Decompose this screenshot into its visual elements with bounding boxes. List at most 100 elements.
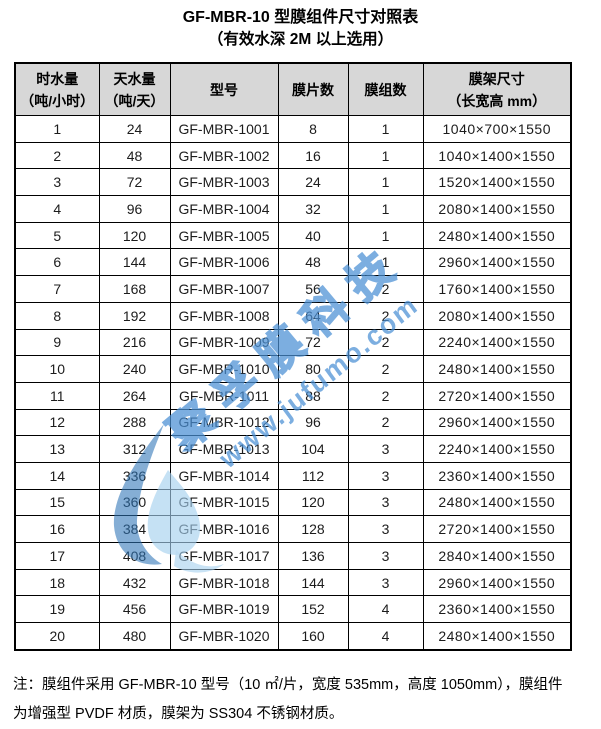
- table-cell: GF-MBR-1020: [169, 622, 279, 651]
- column-header-line: 膜架尺寸: [468, 70, 525, 87]
- table-cell: 2480×1400×1550: [422, 355, 572, 383]
- column-header: 时水量 （吨/小时）: [14, 62, 100, 116]
- table-row: 1 24 GF-MBR-1001 8 1 1040×700×1550: [14, 115, 572, 143]
- table-cell: 2840×1400×1550: [422, 542, 572, 570]
- table-cell: 2080×1400×1550: [422, 301, 572, 330]
- table-cell: 2240×1400×1550: [422, 328, 572, 357]
- table-cell: 144: [277, 568, 349, 597]
- table-cell: 16: [277, 141, 349, 170]
- table-cell: 17: [14, 542, 100, 570]
- table-cell: 152: [277, 595, 349, 624]
- table-cell: 2480×1400×1550: [422, 488, 572, 517]
- table-cell: 2: [347, 301, 424, 330]
- table-cell: 24: [98, 115, 171, 143]
- table-cell: 32: [277, 195, 349, 223]
- table-cell: 1520×1400×1550: [422, 168, 572, 197]
- table-cell: 128: [277, 515, 349, 543]
- table-cell: 136: [277, 542, 349, 570]
- column-header: 型号: [169, 62, 279, 116]
- footnote-line: 注：膜组件采用 GF-MBR-10 型号（10 ㎡/片，宽度 535mm，高度 …: [13, 677, 563, 693]
- page-subtitle: （有效水深 2M 以上选用）: [207, 31, 394, 48]
- footnote: 注：膜组件采用 GF-MBR-10 型号（10 ㎡/片，宽度 535mm，高度 …: [13, 671, 595, 729]
- table-cell: 336: [98, 461, 171, 490]
- table-row: 6 144 GF-MBR-1006 48 1 2960×1400×1550: [14, 248, 572, 277]
- table-cell: 19: [14, 595, 100, 624]
- table-cell: 240: [98, 355, 171, 383]
- table-cell: 80: [277, 355, 349, 383]
- table-cell: 1: [347, 168, 424, 197]
- column-header: 天水量 （吨/天）: [98, 62, 171, 116]
- table-cell: 2: [347, 381, 424, 410]
- table-cell: 384: [98, 515, 171, 543]
- table-cell: 14: [14, 461, 100, 490]
- table-cell: 1: [347, 221, 424, 250]
- table-cell: GF-MBR-1001: [169, 115, 279, 143]
- table-cell: GF-MBR-1010: [169, 355, 279, 383]
- table-cell: 1: [14, 115, 100, 143]
- table-cell: 4: [347, 595, 424, 624]
- table-row: 4 96 GF-MBR-1004 32 1 2080×1400×1550: [14, 195, 572, 223]
- table-cell: 144: [98, 248, 171, 277]
- table-cell: 2960×1400×1550: [422, 248, 572, 277]
- table-cell: 1: [347, 115, 424, 143]
- table-cell: 288: [98, 408, 171, 437]
- table-cell: 9: [14, 328, 100, 357]
- table-cell: 216: [98, 328, 171, 357]
- table-cell: 6: [14, 248, 100, 277]
- table-cell: 56: [277, 275, 349, 303]
- table-body: 1 24 GF-MBR-1001 8 1 1040×700×1550 2 48 GF-MBR-1…: [14, 115, 572, 651]
- table-cell: 2720×1400×1550: [422, 381, 572, 410]
- table-cell: 15: [14, 488, 100, 517]
- table-cell: 480: [98, 622, 171, 651]
- table-cell: 2480×1400×1550: [422, 221, 572, 250]
- table-cell: 2080×1400×1550: [422, 195, 572, 223]
- table-cell: 12: [14, 408, 100, 437]
- table-cell: 104: [277, 435, 349, 463]
- table-row: 5 120 GF-MBR-1005 40 1 2480×1400×1550: [14, 221, 572, 250]
- table-cell: 1: [347, 141, 424, 170]
- footnote-line: 为增强型 PVDF 材质，膜架为 SS304 不锈钢材质。: [13, 706, 344, 722]
- table-cell: 88: [277, 381, 349, 410]
- table-cell: 3: [347, 488, 424, 517]
- table-cell: 264: [98, 381, 171, 410]
- table-cell: 2: [347, 275, 424, 303]
- table-row: 19 456 GF-MBR-1019 152 4 2360×1400×1550: [14, 595, 572, 624]
- table-cell: 13: [14, 435, 100, 463]
- table-cell: 7: [14, 275, 100, 303]
- table-cell: 11: [14, 381, 100, 410]
- table-cell: 1760×1400×1550: [422, 275, 572, 303]
- table-cell: GF-MBR-1005: [169, 221, 279, 250]
- table-cell: 96: [98, 195, 171, 223]
- table-cell: 2: [347, 328, 424, 357]
- table-header-row: 时水量 （吨/小时） 天水量 （吨/天） 型号 膜片数 膜组数 膜架尺寸 （长宽高 mm）: [14, 62, 572, 116]
- column-header-line: （长宽高 mm）: [447, 92, 547, 109]
- table-cell: 168: [98, 275, 171, 303]
- table-cell: 1: [347, 195, 424, 223]
- table-cell: GF-MBR-1009: [169, 328, 279, 357]
- table-cell: 96: [277, 408, 349, 437]
- table-row: 10 240 GF-MBR-1010 80 2 2480×1400×1550: [14, 355, 572, 383]
- table-cell: GF-MBR-1012: [169, 408, 279, 437]
- table-cell: 2240×1400×1550: [422, 435, 572, 463]
- table-cell: 2360×1400×1550: [422, 595, 572, 624]
- table-cell: 72: [98, 168, 171, 197]
- table-cell: 456: [98, 595, 171, 624]
- table-row: 11 264 GF-MBR-1011 88 2 2720×1400×1550: [14, 381, 572, 410]
- table-cell: 360: [98, 488, 171, 517]
- table-cell: 40: [277, 221, 349, 250]
- table-cell: 2: [347, 355, 424, 383]
- table-cell: 112: [277, 461, 349, 490]
- table-row: 20 480 GF-MBR-1020 160 4 2480×1400×1550: [14, 622, 572, 651]
- table-cell: GF-MBR-1015: [169, 488, 279, 517]
- table-cell: 8: [277, 115, 349, 143]
- table-cell: 1040×1400×1550: [422, 141, 572, 170]
- table-cell: GF-MBR-1013: [169, 435, 279, 463]
- column-header-line: 天水量: [113, 70, 156, 87]
- table-cell: 192: [98, 301, 171, 330]
- table-cell: 160: [277, 622, 349, 651]
- column-header-line: 型号: [210, 81, 238, 98]
- table-cell: 2960×1400×1550: [422, 408, 572, 437]
- table-cell: 16: [14, 515, 100, 543]
- table-cell: 24: [277, 168, 349, 197]
- table-cell: 3: [347, 568, 424, 597]
